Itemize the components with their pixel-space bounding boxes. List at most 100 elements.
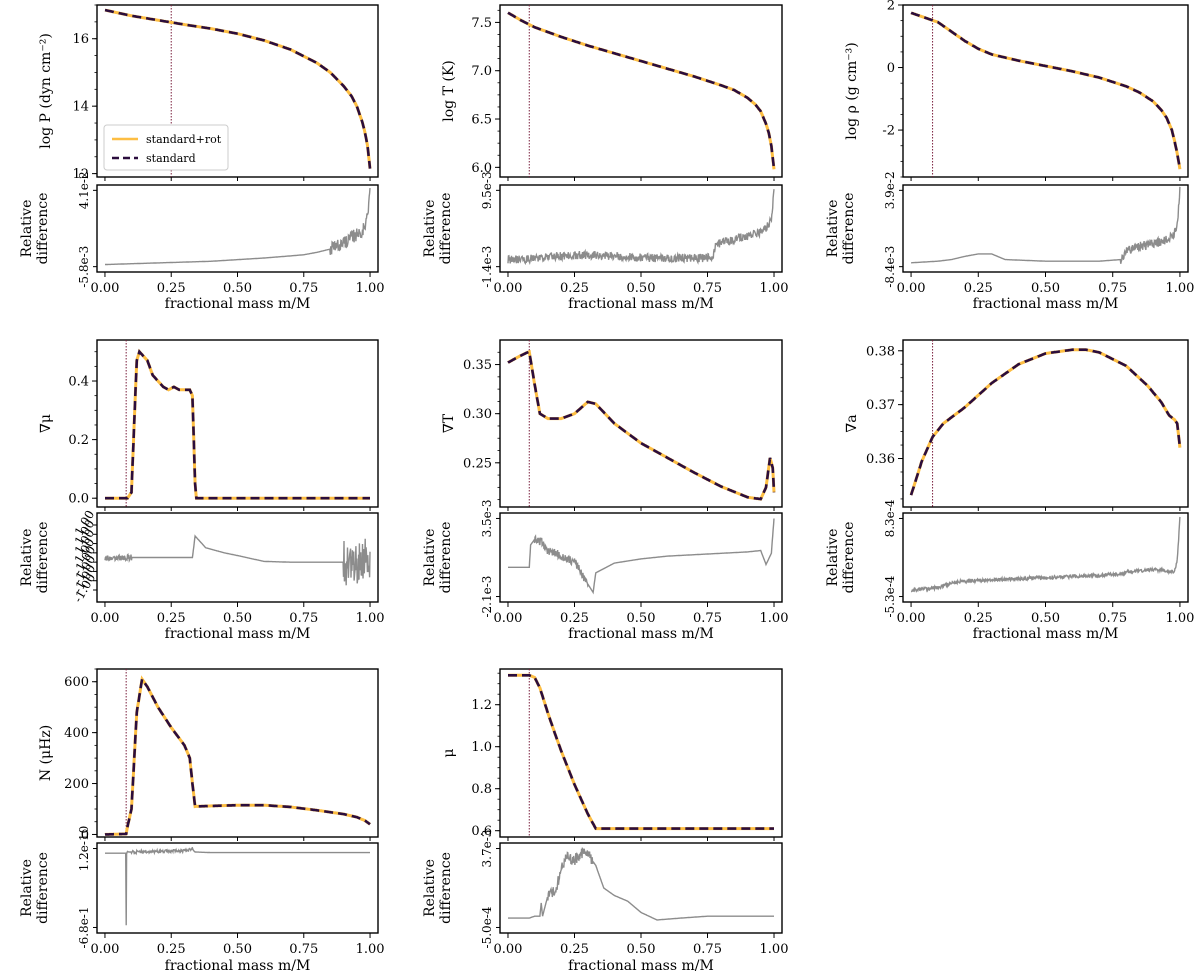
series-standard-line <box>507 11 776 170</box>
diff-x-tick-label: 0.75 <box>1098 281 1127 296</box>
main-axes-frame <box>96 339 379 508</box>
diff-x-tick-label: 0.50 <box>627 611 656 626</box>
diff-x-tick-label: 1.00 <box>760 611 789 626</box>
diff-x-tick-label: 0.00 <box>494 942 523 957</box>
diff-y-tick-label: -8.4e-3 <box>883 246 897 288</box>
diff-x-tick-label: 1.00 <box>760 281 789 296</box>
y-tick-label: 16 <box>72 32 89 47</box>
diff-y-label-line2: difference <box>841 522 857 594</box>
diff-x-tick-label: 0.75 <box>289 611 318 626</box>
y-tick-label: 0.37 <box>866 398 895 413</box>
panel-N: 0 200 400 600 N (μHz) 1.2e-10 -6.8e-1 Relative d… <box>19 668 385 974</box>
diff-x-tick-label: 0.25 <box>964 611 993 626</box>
diff-x-tick-label: 0.25 <box>157 281 186 296</box>
diff-x-tick-label: 0.00 <box>90 611 119 626</box>
panel-logRho: -2 0 2 log ρ (g cm⁻³) 3.9e-2 -8.4e-3 Relative d… <box>825 0 1194 312</box>
diff-x-tick-label: 0.25 <box>560 281 589 296</box>
series-standard-line <box>909 348 1182 496</box>
y-tick-label: 0.35 <box>463 358 492 373</box>
diff-x-tick-label: 0.50 <box>1031 281 1060 296</box>
diff-x-tick-label: 0.25 <box>157 942 186 957</box>
x-axis-label: fractional mass m/M <box>973 296 1119 312</box>
series-standard-rot-line <box>507 349 776 501</box>
difference-line <box>105 188 371 266</box>
diff-x-tick-label: 1.00 <box>356 281 385 296</box>
diff-y-label-line1: Relative <box>422 529 438 587</box>
difference-axes-frame <box>96 842 379 934</box>
diff-y-tick-label: -1.4e-3 <box>480 246 494 288</box>
x-axis-label: fractional mass m/M <box>568 958 714 974</box>
difference-axes-frame <box>902 184 1189 273</box>
diff-y-label-line1: Relative <box>825 200 841 258</box>
series-standard-line <box>508 673 774 830</box>
diff-x-tick-label: 1.00 <box>760 942 789 957</box>
diff-y-label-line2: difference <box>438 852 454 924</box>
series-standard-rot-line <box>105 348 370 500</box>
diff-x-tick-label: 1.00 <box>1165 281 1194 296</box>
x-axis-label: fractional mass m/M <box>568 626 714 642</box>
series-standard-line <box>104 675 371 836</box>
diff-y-label-line1: Relative <box>19 529 35 587</box>
series-standard-line <box>910 11 1182 170</box>
diff-y-tick-label: -5.3e-4 <box>883 575 897 617</box>
main-axes-frame <box>902 4 1189 178</box>
y-axis-label: log P (dyn cm⁻²) <box>38 33 54 149</box>
diff-y-tick-label: -5.8e-3 <box>77 246 91 288</box>
diff-y-label-line1: Relative <box>19 859 35 917</box>
y-tick-label: 0.2 <box>68 433 89 448</box>
y-tick-label: 0 <box>887 61 895 76</box>
diff-x-tick-label: 0.50 <box>1031 611 1060 626</box>
legend-label-0: standard+rot <box>146 133 222 146</box>
series-standard-line <box>104 8 372 169</box>
y-axis-label: ∇a <box>844 414 860 432</box>
diff-x-tick-label: 0.00 <box>90 281 119 296</box>
difference-axes-frame <box>902 512 1189 603</box>
legend-label-1: standard <box>146 152 196 165</box>
y-tick-label: 0.8 <box>471 782 492 797</box>
y-tick-label: -2 <box>882 124 895 139</box>
y-tick-label: 0 <box>81 828 89 843</box>
diff-y-label-line2: difference <box>35 522 51 594</box>
panel-mu: 0.6 0.8 1.0 1.2 μ 3.7e-3 -5.0e-4 Relative differ… <box>422 668 789 974</box>
difference-line <box>911 186 1181 264</box>
difference-line <box>508 518 775 595</box>
difference-line <box>910 516 1181 593</box>
panel-logP: 12 14 16 log P (dyn cm⁻²) standard+rot standa… <box>19 4 385 312</box>
diff-x-tick-label: 0.75 <box>1098 611 1127 626</box>
diff-x-tick-label: 1.00 <box>1165 611 1194 626</box>
difference-line <box>507 189 775 266</box>
y-tick-label: 1.2 <box>471 698 492 713</box>
y-tick-label: 12 <box>72 167 89 182</box>
y-tick-label: 0.6 <box>471 824 492 839</box>
y-axis-label: μ <box>441 748 457 757</box>
diff-x-tick-label: 0.00 <box>494 611 523 626</box>
diff-x-tick-label: 1.00 <box>356 942 385 957</box>
diff-x-tick-label: 0.50 <box>627 281 656 296</box>
diff-y-label-line2: difference <box>841 193 857 265</box>
y-tick-label: 0.36 <box>866 452 895 467</box>
y-tick-label: 7.0 <box>471 64 492 79</box>
diff-x-tick-label: 1.00 <box>356 611 385 626</box>
diff-x-tick-label: 0.75 <box>693 942 722 957</box>
diff-y-label-line1: Relative <box>19 200 35 258</box>
diff-x-tick-label: 0.00 <box>494 281 523 296</box>
x-axis-label: fractional mass m/M <box>165 626 311 642</box>
panel-gradA: 0.36 0.37 0.38 ∇a 8.3e-4 -5.3e-4 Relative diffe… <box>825 339 1194 642</box>
y-tick-label: 2 <box>887 0 895 14</box>
y-tick-label: 7.5 <box>471 16 492 31</box>
diff-y-label-line2: difference <box>438 193 454 265</box>
diff-x-tick-label: 0.00 <box>90 942 119 957</box>
y-tick-label: 0.0 <box>68 492 89 507</box>
diff-y-tick-label: -6.8e-1 <box>77 907 91 949</box>
diff-x-tick-label: 0.75 <box>289 942 318 957</box>
diff-x-tick-label: 0.75 <box>693 281 722 296</box>
diff-y-label-line1: Relative <box>422 859 438 917</box>
y-tick-label: 0.4 <box>68 375 89 390</box>
diff-x-tick-label: 0.25 <box>157 611 186 626</box>
diff-y-tick-label: 1.2e-10 <box>77 826 91 872</box>
diff-y-tick-label: 8.3e-4 <box>883 499 897 537</box>
diff-x-tick-label: 0.25 <box>964 281 993 296</box>
y-tick-label: 0.38 <box>866 344 895 359</box>
x-axis-label: fractional mass m/M <box>973 626 1119 642</box>
